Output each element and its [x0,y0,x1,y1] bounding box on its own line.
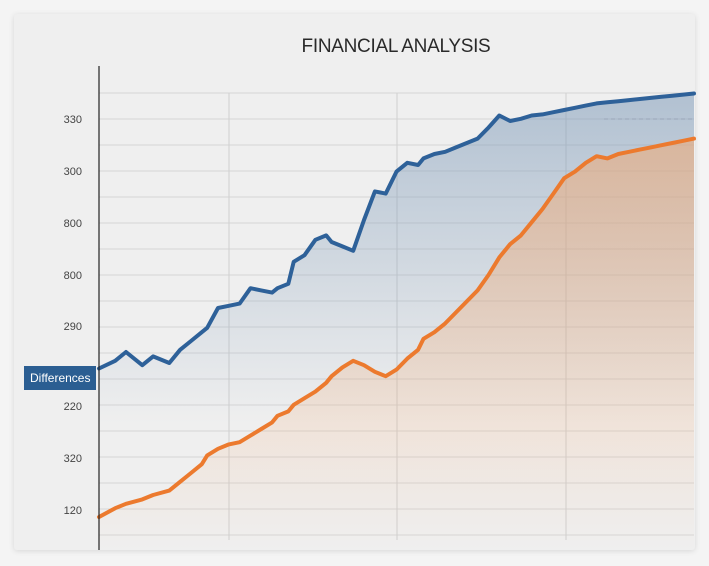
y-axis-tick-labels: 330 300 800 800 290 220 320 120 [64,114,82,517]
series-areas [99,93,694,550]
series-line-1 [97,91,696,371]
y-tick-label: 800 [64,270,82,282]
series-lines [97,91,696,519]
chart-title: FINANCIAL ANALYSIS [301,36,491,57]
y-tick-label: 120 [64,505,82,517]
y-tick-label: 330 [64,114,82,126]
y-tick-label: 290 [64,321,82,333]
y-tick-label: 220 [64,401,82,413]
y-tick-label: 320 [64,453,82,465]
y-tick-label: 300 [64,166,82,178]
series-line-2 [97,136,696,519]
y-tick-label: 800 [64,218,82,230]
differences-label: Differences [24,366,97,390]
series-area-2 [99,138,694,550]
